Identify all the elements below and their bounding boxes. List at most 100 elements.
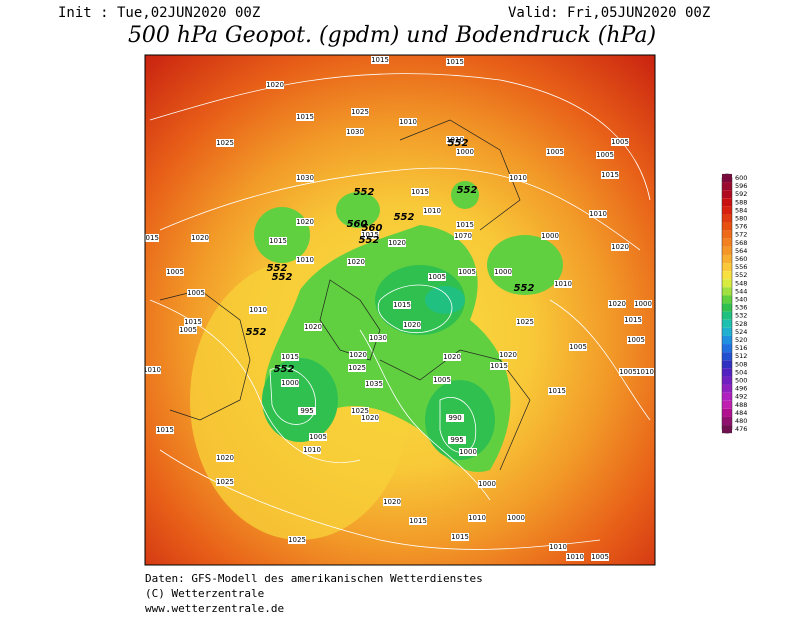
colorbar-frame (721, 173, 733, 434)
isobar-label: 1005 (619, 368, 637, 376)
colorbar-swatch (722, 400, 732, 409)
isobar-label-bg (596, 151, 614, 159)
isobar-label: 1020 (608, 300, 626, 308)
low-area (336, 192, 380, 228)
isobar-label-bg (281, 353, 299, 361)
colorbar-label: 488 (735, 401, 747, 409)
isobar-label: 1015 (456, 221, 474, 229)
isobar-label: 1010 (549, 543, 567, 551)
isobar-label: 1005 (611, 138, 629, 146)
isobar-label-bg (569, 343, 587, 351)
isobar-label: 1005 (309, 433, 327, 441)
isobar-label: 1010 (143, 366, 161, 374)
colorbar-swatch (722, 295, 732, 304)
isobar-label-bg (393, 301, 411, 309)
isobar-label: 1015 (393, 301, 411, 309)
height-label: 560 (347, 219, 368, 230)
colorbar-label: 476 (735, 425, 747, 433)
isobar-label-bg (179, 326, 197, 334)
isobar-label-bg (611, 243, 629, 251)
isobar-label: 1000 (494, 268, 512, 276)
colorbar-swatch (722, 311, 732, 320)
height-label: 560 (362, 223, 383, 234)
isobar-label: 1010 (554, 280, 572, 288)
isobar-label: 1015 (548, 387, 566, 395)
height-label: 552 (448, 138, 469, 149)
isobar-label: 1035 (365, 380, 383, 388)
colorbar-swatch (722, 230, 732, 239)
isobar-label-bg (549, 543, 567, 551)
height-label: 552 (354, 187, 375, 198)
colorbar-label: 560 (735, 255, 747, 263)
colorbar-swatch (722, 246, 732, 255)
isobar-label-bg (298, 407, 316, 415)
colorbar-label: 572 (735, 231, 747, 239)
init-time: Init : Tue,02JUN2020 00Z (58, 5, 260, 21)
isobar-label-bg (509, 174, 527, 182)
colorbar-swatch (722, 327, 732, 336)
isobar-label-bg (361, 231, 379, 239)
isobar-label-bg (371, 56, 389, 64)
isobar-label-bg (546, 148, 564, 156)
isobar-label-bg (611, 138, 629, 146)
isobar-label: 1000 (456, 148, 474, 156)
isobar-label-bg (456, 221, 474, 229)
isobars (149, 73, 651, 550)
isobar-label-bg (388, 239, 406, 247)
isobar-label: 1020 (499, 351, 517, 359)
isobar-label-bg (156, 426, 174, 434)
isobar-label-bg (458, 268, 476, 276)
isobar-label-bg (266, 81, 284, 89)
colorbar-swatch (722, 173, 732, 183)
isobar-label-bg (269, 237, 287, 245)
valid-time: Valid: Fri,05JUN2020 00Z (508, 5, 710, 21)
colorbar-swatch (722, 335, 732, 345)
colorbar-swatch (722, 319, 732, 328)
isobar-label-bg (288, 536, 306, 544)
isobar-label-bg (516, 318, 534, 326)
isobar-label-bg (456, 148, 474, 156)
isobar-label-bg (601, 171, 619, 179)
isobar-label-bg (365, 380, 383, 388)
isobar-label-bg (296, 218, 314, 226)
isobar-label: 1005 (546, 148, 564, 156)
isobar-label: 1000 (281, 379, 299, 387)
colorbar-label: 500 (735, 377, 747, 385)
colorbar-label: 552 (735, 271, 747, 279)
height-label: 552 (267, 263, 288, 274)
isobar-label: 1015 (451, 533, 469, 541)
isobar-label: 1015 (601, 171, 619, 179)
colorbar-swatch (722, 287, 732, 296)
isobar-label: 1030 (346, 128, 364, 136)
isobar-label: 1020 (296, 218, 314, 226)
isobar-label-bg (433, 376, 451, 384)
colorbar-label: 540 (735, 296, 747, 304)
colorbar-swatch (722, 190, 732, 199)
colorbar-label: 600 (735, 174, 747, 182)
colorbar-label: 504 (735, 368, 747, 376)
isobar-label: 1025 (351, 108, 369, 116)
height-label: 552 (246, 327, 267, 338)
isobar-label-bg (446, 414, 464, 422)
isobar-label-bg (383, 498, 401, 506)
colorbar-label: 556 (735, 263, 747, 271)
isobar-label-bg (619, 368, 637, 376)
height-label: 552 (457, 185, 478, 196)
isobar-label: 1020 (216, 454, 234, 462)
isobar-label: 1020 (403, 321, 421, 329)
isobar-label: 1015 (624, 316, 642, 324)
isobar-label: 1010 (509, 174, 527, 182)
isobar-label: 1015 (490, 362, 508, 370)
colorbar-swatch (722, 271, 732, 280)
isobar-label-bg (548, 387, 566, 395)
isobar-label: 1025 (216, 139, 234, 147)
colorbar-swatch (722, 182, 732, 191)
colorbar-label: 564 (735, 247, 747, 255)
colorbar-label: 496 (735, 385, 747, 393)
isobar-label-bg (589, 210, 607, 218)
isobar-label-bg (636, 368, 654, 376)
isobar-label-bg (348, 364, 366, 372)
isobar-label: 1015 (411, 188, 429, 196)
